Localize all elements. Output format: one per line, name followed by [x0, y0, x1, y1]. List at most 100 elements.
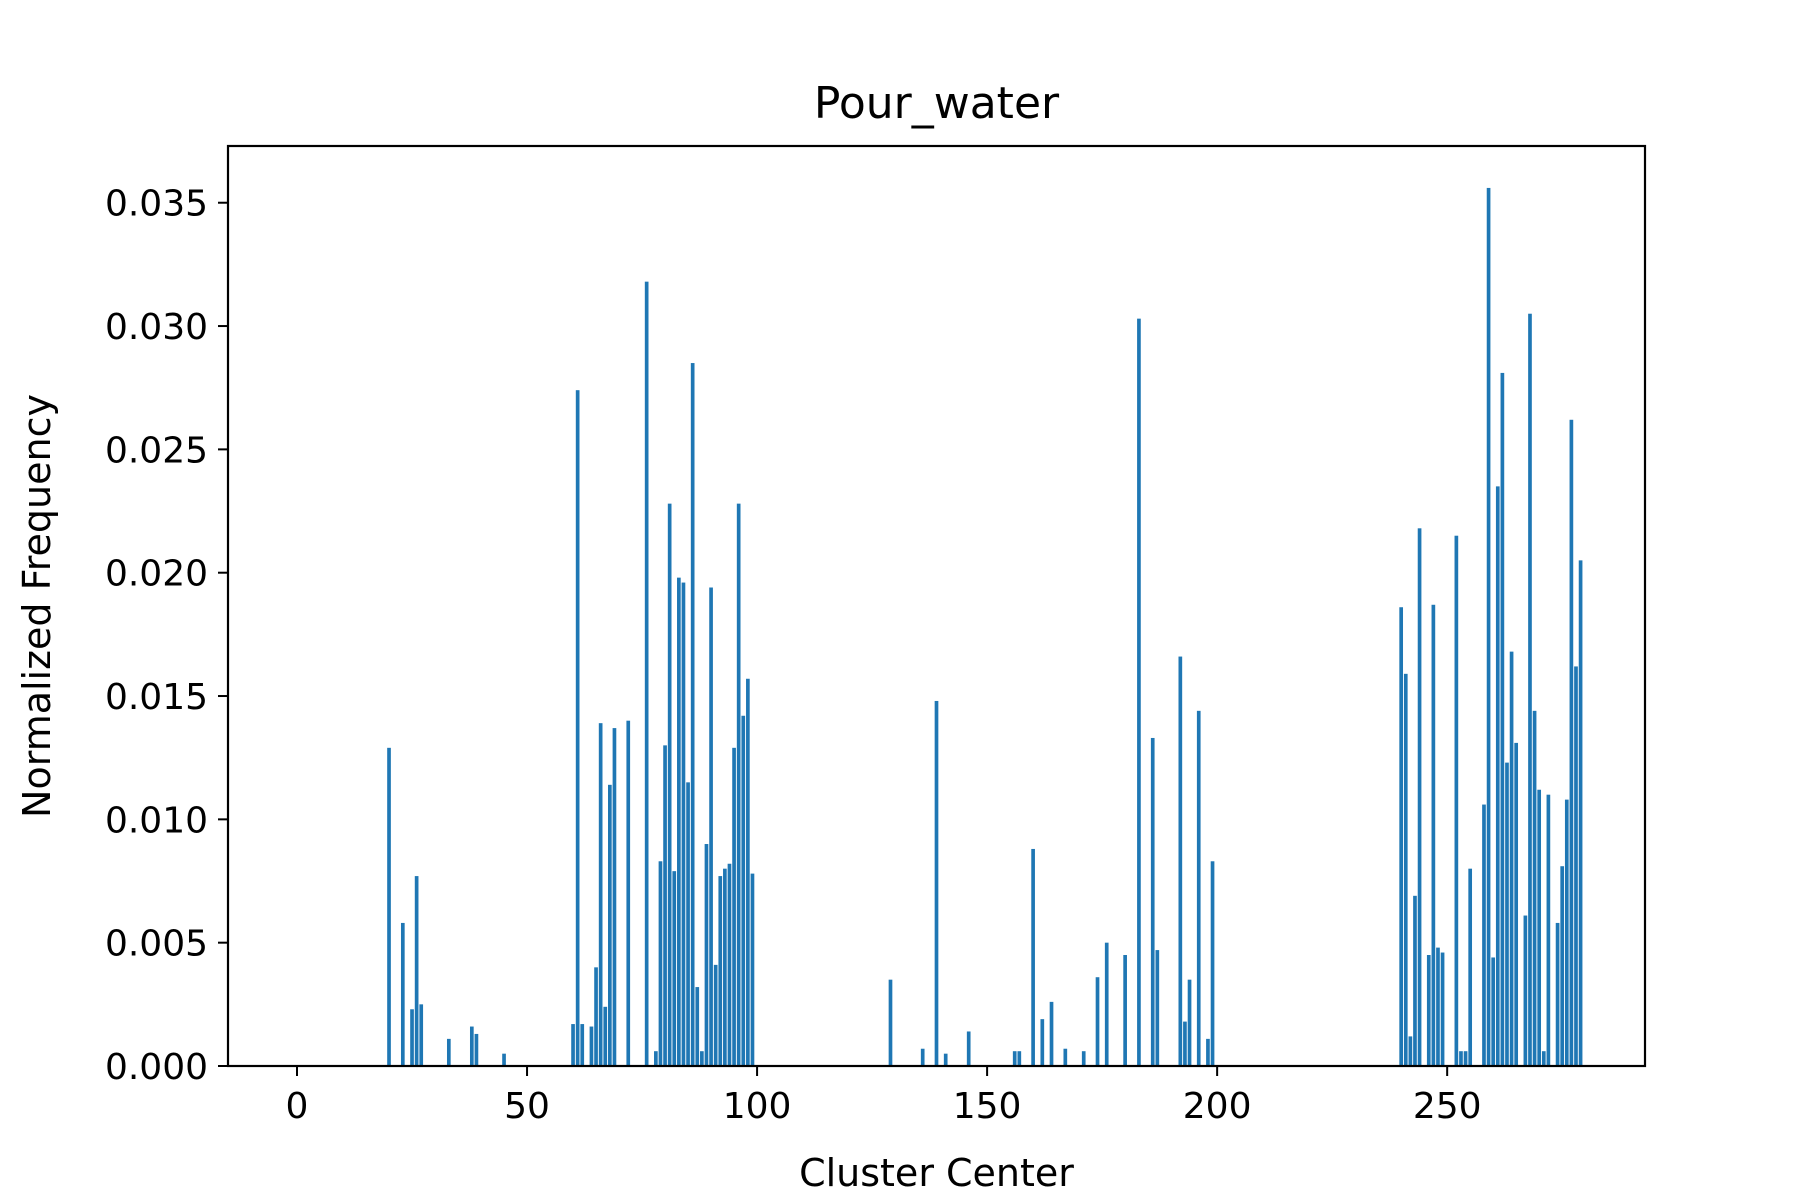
bar-cluster-180	[1123, 955, 1127, 1066]
y-tick-label: 0.000	[105, 1047, 208, 1088]
bar-cluster-27	[419, 1004, 424, 1066]
bar-cluster-139	[934, 700, 939, 1066]
bar-cluster-157	[1017, 1051, 1022, 1066]
bar-cluster-129	[888, 979, 893, 1066]
bar-cluster-198	[1206, 1038, 1210, 1066]
bar-cluster-174	[1095, 977, 1100, 1066]
bar-cluster-267	[1523, 915, 1528, 1066]
chart-title: Pour_water	[814, 78, 1060, 129]
bar-cluster-186	[1150, 737, 1155, 1066]
bar-cluster-249	[1440, 952, 1445, 1066]
bar-cluster-82	[672, 871, 677, 1066]
bar-cluster-99	[750, 873, 755, 1066]
bar-cluster-90	[709, 587, 713, 1066]
bar-cluster-141	[943, 1053, 948, 1066]
x-tick-label: 50	[504, 1086, 550, 1127]
bar-cluster-278	[1574, 666, 1578, 1066]
bar-cluster-199	[1210, 861, 1215, 1066]
bar-cluster-67	[603, 1006, 608, 1066]
bars-group	[387, 187, 1583, 1067]
bar-cluster-261	[1495, 486, 1500, 1066]
bar-cluster-84	[681, 582, 686, 1066]
bar-cluster-38	[469, 1026, 474, 1066]
bar-cluster-271	[1541, 1051, 1546, 1066]
bar-cluster-33	[446, 1038, 451, 1066]
bar-cluster-259	[1486, 187, 1491, 1066]
bar-cluster-64	[589, 1026, 594, 1066]
bar-cluster-265	[1514, 742, 1519, 1066]
y-tick-label: 0.030	[105, 307, 208, 348]
bar-cluster-65	[594, 967, 598, 1066]
bar-cluster-247	[1431, 604, 1436, 1066]
bar-cluster-97	[741, 715, 746, 1066]
bar-cluster-87	[695, 987, 700, 1066]
bar-cluster-61	[575, 390, 580, 1066]
x-tick-label: 200	[1183, 1086, 1252, 1127]
bar-cluster-192	[1178, 656, 1183, 1066]
bar-cluster-269	[1532, 710, 1537, 1066]
bar-cluster-246	[1426, 955, 1431, 1066]
bar-cluster-79	[658, 861, 663, 1066]
bar-cluster-272	[1546, 794, 1551, 1066]
bar-cluster-76	[644, 281, 649, 1066]
y-axis-label: Normalized Frequency	[15, 394, 59, 818]
bar-cluster-248	[1436, 947, 1440, 1066]
bar-cluster-146	[966, 1031, 971, 1066]
bar-cluster-260	[1491, 957, 1496, 1066]
bar-cluster-23	[400, 922, 405, 1066]
bar-cluster-183	[1137, 318, 1141, 1066]
bar-cluster-69	[612, 728, 617, 1066]
bar-cluster-164	[1049, 1001, 1054, 1066]
bar-cluster-62	[580, 1024, 585, 1066]
bar-cluster-93	[723, 868, 727, 1066]
y-tick-label: 0.025	[105, 430, 208, 471]
bar-cluster-89	[704, 844, 709, 1066]
bar-cluster-274	[1555, 922, 1560, 1066]
x-tick-label: 0	[286, 1086, 309, 1127]
bar-cluster-160	[1031, 848, 1035, 1066]
x-tick-label: 100	[723, 1086, 792, 1127]
y-tick-label: 0.010	[105, 800, 208, 841]
bar-cluster-262	[1500, 372, 1505, 1066]
bar-cluster-78	[654, 1051, 658, 1066]
bar-cluster-86	[690, 363, 695, 1066]
bar-cluster-94	[727, 863, 732, 1066]
bar-cluster-187	[1155, 950, 1160, 1066]
bar-cluster-241	[1403, 673, 1408, 1066]
bar-cluster-193	[1183, 1021, 1187, 1066]
bar-cluster-162	[1040, 1019, 1045, 1066]
y-tick-label: 0.035	[105, 184, 208, 225]
x-tick-label: 150	[953, 1086, 1022, 1127]
bar-cluster-136	[920, 1048, 925, 1066]
bar-cluster-196	[1196, 710, 1201, 1066]
bar-cluster-242	[1408, 1036, 1413, 1066]
bar-cluster-243	[1413, 895, 1417, 1066]
bar-cluster-60	[571, 1024, 575, 1066]
bar-cluster-83	[677, 577, 681, 1066]
bar-cluster-258	[1482, 804, 1486, 1066]
x-tick-label: 250	[1413, 1086, 1482, 1127]
bar-cluster-98	[746, 678, 750, 1066]
bar-cluster-96	[736, 503, 741, 1066]
bar-cluster-240	[1399, 607, 1404, 1066]
bar-cluster-66	[598, 723, 603, 1066]
bar-cluster-279	[1578, 560, 1583, 1066]
bar-cluster-252	[1454, 535, 1459, 1066]
bar-cluster-263	[1505, 762, 1509, 1066]
x-axis-label: Cluster Center	[799, 1151, 1074, 1195]
bar-cluster-95	[732, 747, 736, 1066]
bar-cluster-25	[410, 1009, 414, 1066]
bar-cluster-20	[387, 747, 391, 1066]
bar-cluster-39	[474, 1033, 479, 1066]
bar-cluster-81	[667, 503, 672, 1066]
bar-cluster-255	[1468, 868, 1473, 1066]
bar-cluster-244	[1417, 528, 1422, 1066]
y-tick-label: 0.015	[105, 677, 208, 718]
bar-cluster-253	[1459, 1051, 1463, 1066]
bar-cluster-276	[1564, 799, 1569, 1066]
bar-cluster-171	[1081, 1051, 1086, 1066]
bar-cluster-92	[718, 876, 723, 1066]
bar-cluster-72	[626, 720, 631, 1066]
